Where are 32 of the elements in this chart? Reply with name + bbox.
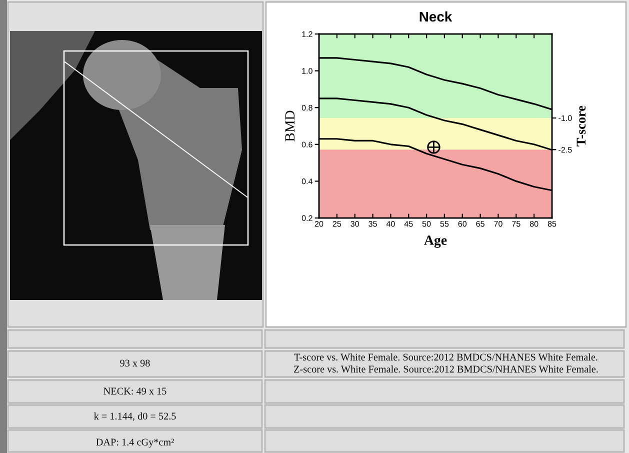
y-tick-label: 0.6 — [302, 142, 312, 148]
x-tick-label: 80 — [530, 220, 538, 227]
y2-tick-label: -1.0 — [558, 115, 572, 121]
x-tick-label: 70 — [494, 220, 502, 227]
y-tick-label: 1.0 — [302, 68, 312, 74]
y2-axis-title: T-score — [576, 106, 586, 146]
x-tick-label: 45 — [404, 221, 413, 227]
text: NECK: 49 x 15 — [104, 388, 166, 395]
text: 93 x 98 — [120, 360, 150, 367]
y2-tick-label: -2.5 — [558, 146, 572, 153]
x-tick-label: 35 — [368, 220, 377, 227]
y-tick-label: 1.2 — [302, 31, 312, 37]
x-axis-title: Age — [424, 236, 447, 248]
x-tick-label: 75 — [512, 221, 520, 227]
text: T-score vs. White Female. Source:2012 BMDCS/NHANES White Female. — [294, 353, 598, 361]
x-tick-label: 85 — [548, 220, 556, 227]
x-tick-label: 50 — [422, 220, 431, 227]
chart-title: Neck — [420, 11, 452, 22]
text: DAP: 1.4 cGy*cm² — [96, 438, 174, 448]
x-tick-label: 60 — [458, 220, 467, 227]
x-tick-label: 65 — [476, 220, 484, 227]
y-tick-label: 0.8 — [302, 104, 312, 111]
y-tick-label: 0.4 — [302, 178, 313, 184]
x-tick-label: 30 — [350, 220, 360, 227]
y-axis-title: BMD — [285, 110, 294, 142]
y-tick-label: 0.2 — [302, 215, 312, 221]
x-tick-label: 20 — [314, 220, 324, 227]
text: Z-score vs. White Female. Source:2012 BMDCS/NHANES White Female. — [294, 365, 598, 373]
x-tick-label: 40 — [386, 220, 395, 227]
text: k = 1.144, d0 = 52.5 — [94, 412, 176, 421]
x-tick-label: 55 — [440, 221, 449, 227]
x-tick-label: 25 — [332, 220, 342, 227]
